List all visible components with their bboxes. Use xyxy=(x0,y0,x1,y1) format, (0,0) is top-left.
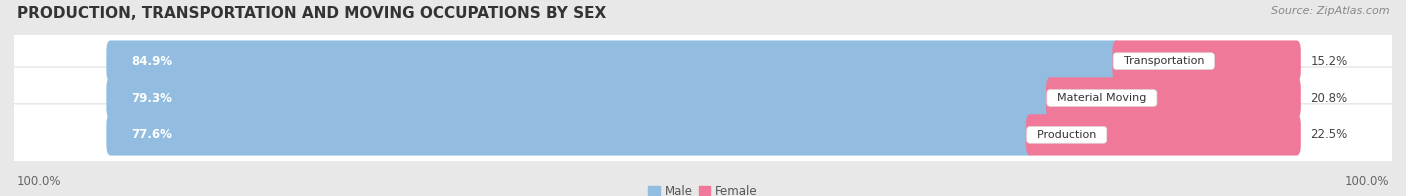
FancyBboxPatch shape xyxy=(7,30,1399,92)
FancyBboxPatch shape xyxy=(1046,77,1301,119)
FancyBboxPatch shape xyxy=(107,114,1035,156)
Text: 20.8%: 20.8% xyxy=(1310,92,1347,104)
FancyBboxPatch shape xyxy=(7,67,1399,129)
FancyBboxPatch shape xyxy=(7,104,1399,166)
Text: Material Moving: Material Moving xyxy=(1050,93,1153,103)
Text: 100.0%: 100.0% xyxy=(17,175,62,188)
FancyBboxPatch shape xyxy=(107,77,1054,119)
Text: 100.0%: 100.0% xyxy=(1344,175,1389,188)
Text: 15.2%: 15.2% xyxy=(1310,55,1348,68)
Text: PRODUCTION, TRANSPORTATION AND MOVING OCCUPATIONS BY SEX: PRODUCTION, TRANSPORTATION AND MOVING OC… xyxy=(17,6,606,21)
FancyBboxPatch shape xyxy=(1112,40,1301,82)
Text: Source: ZipAtlas.com: Source: ZipAtlas.com xyxy=(1271,6,1389,16)
Text: 79.3%: 79.3% xyxy=(131,92,172,104)
Text: Production: Production xyxy=(1031,130,1104,140)
Text: Transportation: Transportation xyxy=(1116,56,1211,66)
Text: 77.6%: 77.6% xyxy=(131,128,172,141)
Legend: Male, Female: Male, Female xyxy=(644,180,762,196)
FancyBboxPatch shape xyxy=(107,40,1121,82)
FancyBboxPatch shape xyxy=(1026,114,1301,156)
Text: 84.9%: 84.9% xyxy=(131,55,173,68)
Text: 22.5%: 22.5% xyxy=(1310,128,1348,141)
